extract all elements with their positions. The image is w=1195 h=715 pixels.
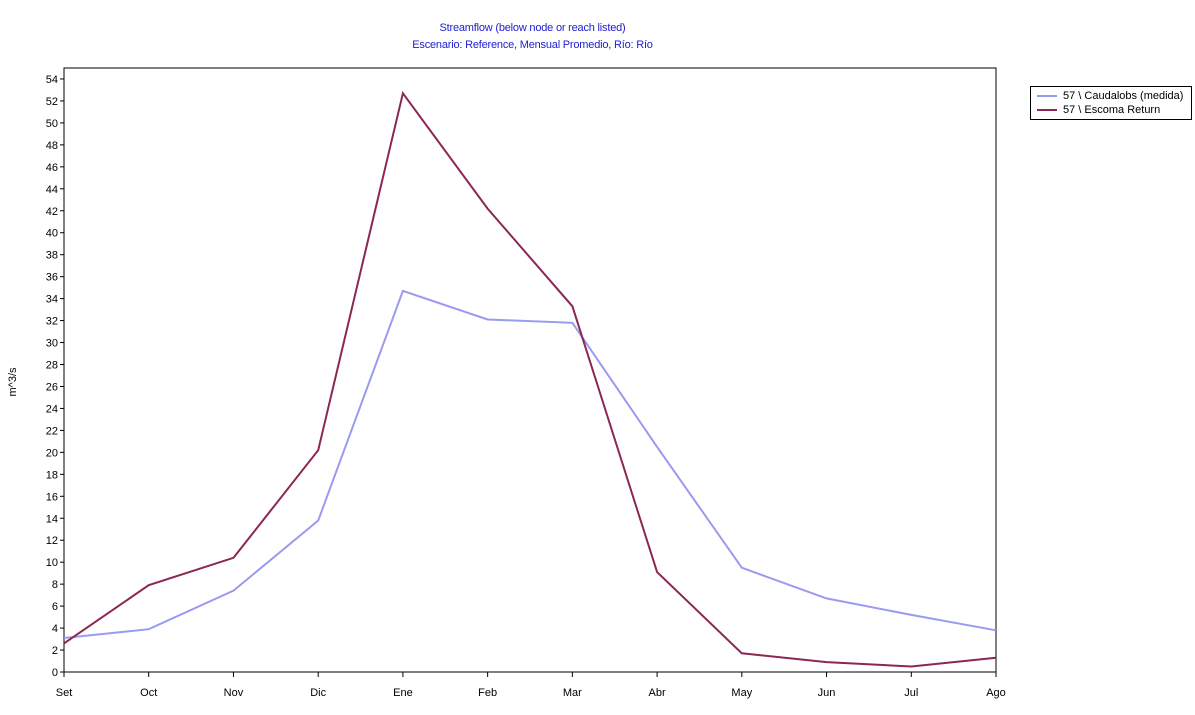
y-tick-label: 6 <box>52 601 58 613</box>
x-tick-label: Ago <box>986 687 1006 699</box>
y-tick-label: 4 <box>52 623 58 635</box>
y-tick-label: 42 <box>46 206 58 218</box>
y-tick-label: 28 <box>46 360 58 372</box>
x-tick-label: Ene <box>393 687 413 699</box>
y-tick-label: 2 <box>52 645 58 657</box>
legend-item-escoma-return: 57 \ Escoma Return <box>1037 103 1160 117</box>
y-tick-label: 32 <box>46 316 58 328</box>
y-tick-label: 40 <box>46 228 58 240</box>
y-tick-label: 48 <box>46 140 58 152</box>
y-tick-label: 26 <box>46 381 58 393</box>
y-tick-label: 36 <box>46 272 58 284</box>
axes: 0246810121416182022242628303234363840424… <box>46 67 1006 699</box>
x-tick-label: Oct <box>140 687 157 699</box>
y-tick-label: 12 <box>46 535 58 547</box>
y-tick-label: 52 <box>46 96 58 108</box>
legend: 57 \ Caudalobs (medida) 57 \ Escoma Retu… <box>1030 86 1192 120</box>
y-tick-label: 10 <box>46 557 58 569</box>
x-tick-label: May <box>731 687 752 699</box>
series-line-2 <box>63 90 997 668</box>
legend-label-escoma-return: 57 \ Escoma Return <box>1063 104 1161 116</box>
x-tick-label: Feb <box>478 687 497 699</box>
y-tick-label: 54 <box>46 74 58 86</box>
y-tick-label: 46 <box>46 162 58 174</box>
legend-item-caudalobs: 57 \ Caudalobs (medida) <box>1037 89 1183 103</box>
legend-swatch-caudalobs <box>1037 95 1057 97</box>
y-tick-label: 14 <box>46 513 58 525</box>
y-tick-label: 50 <box>46 118 58 130</box>
y-tick-label: 24 <box>46 403 58 415</box>
chart-subtitle: Escenario: Reference, Mensual Promedio, … <box>412 39 653 51</box>
y-tick-label: 34 <box>46 294 58 306</box>
y-tick-label: 18 <box>46 469 58 481</box>
y-tick-label: 38 <box>46 250 58 262</box>
x-tick-label: Dic <box>310 687 326 699</box>
x-tick-label: Set <box>56 687 73 699</box>
chart-title: Streamflow (below node or reach listed) <box>439 22 626 34</box>
legend-label-caudalobs: 57 \ Caudalobs (medida) <box>1063 90 1184 102</box>
series-line-1 <box>63 289 997 639</box>
y-tick-label: 22 <box>46 425 58 437</box>
series-lines <box>63 90 997 668</box>
x-tick-label: Abr <box>649 687 666 699</box>
y-tick-label: 30 <box>46 338 58 350</box>
y-tick-label: 0 <box>52 667 58 679</box>
y-tick-label: 20 <box>46 447 58 459</box>
x-tick-label: Nov <box>224 687 244 699</box>
x-tick-label: Mar <box>563 687 582 699</box>
x-tick-label: Jun <box>818 687 836 699</box>
y-tick-label: 8 <box>52 579 58 591</box>
plot-frame <box>63 67 997 673</box>
legend-swatch-escoma-return <box>1037 109 1057 111</box>
y-tick-label: 44 <box>46 184 58 196</box>
x-tick-label: Jul <box>904 687 918 699</box>
y-tick-label: 16 <box>46 491 58 503</box>
